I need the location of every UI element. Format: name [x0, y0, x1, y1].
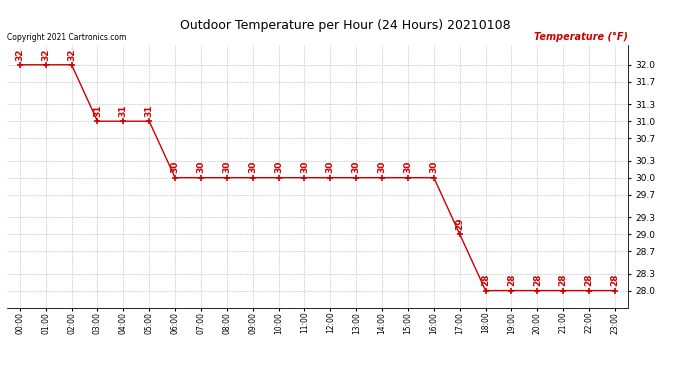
Text: 30: 30: [404, 161, 413, 174]
Text: 28: 28: [533, 274, 542, 286]
Text: 29: 29: [455, 217, 464, 230]
Text: 28: 28: [584, 274, 593, 286]
Text: 28: 28: [507, 274, 516, 286]
Text: 28: 28: [611, 274, 620, 286]
Text: 31: 31: [145, 105, 154, 117]
Text: 28: 28: [559, 274, 568, 286]
Text: 28: 28: [481, 274, 490, 286]
Text: 30: 30: [300, 161, 309, 174]
Text: 30: 30: [274, 161, 283, 174]
Text: 31: 31: [119, 105, 128, 117]
Text: 30: 30: [377, 161, 386, 174]
Text: 30: 30: [170, 161, 179, 174]
Text: 30: 30: [326, 161, 335, 174]
Text: 30: 30: [222, 161, 231, 174]
Text: 32: 32: [41, 48, 50, 61]
Text: Outdoor Temperature per Hour (24 Hours) 20210108: Outdoor Temperature per Hour (24 Hours) …: [179, 19, 511, 32]
Text: 30: 30: [429, 161, 438, 174]
Text: 32: 32: [67, 48, 76, 61]
Text: Copyright 2021 Cartronics.com: Copyright 2021 Cartronics.com: [7, 33, 126, 42]
Text: 32: 32: [15, 48, 24, 61]
Text: Temperature (°F): Temperature (°F): [534, 32, 628, 42]
Text: 30: 30: [197, 161, 206, 174]
Text: 31: 31: [93, 105, 102, 117]
Text: 30: 30: [352, 161, 361, 174]
Text: 30: 30: [248, 161, 257, 174]
